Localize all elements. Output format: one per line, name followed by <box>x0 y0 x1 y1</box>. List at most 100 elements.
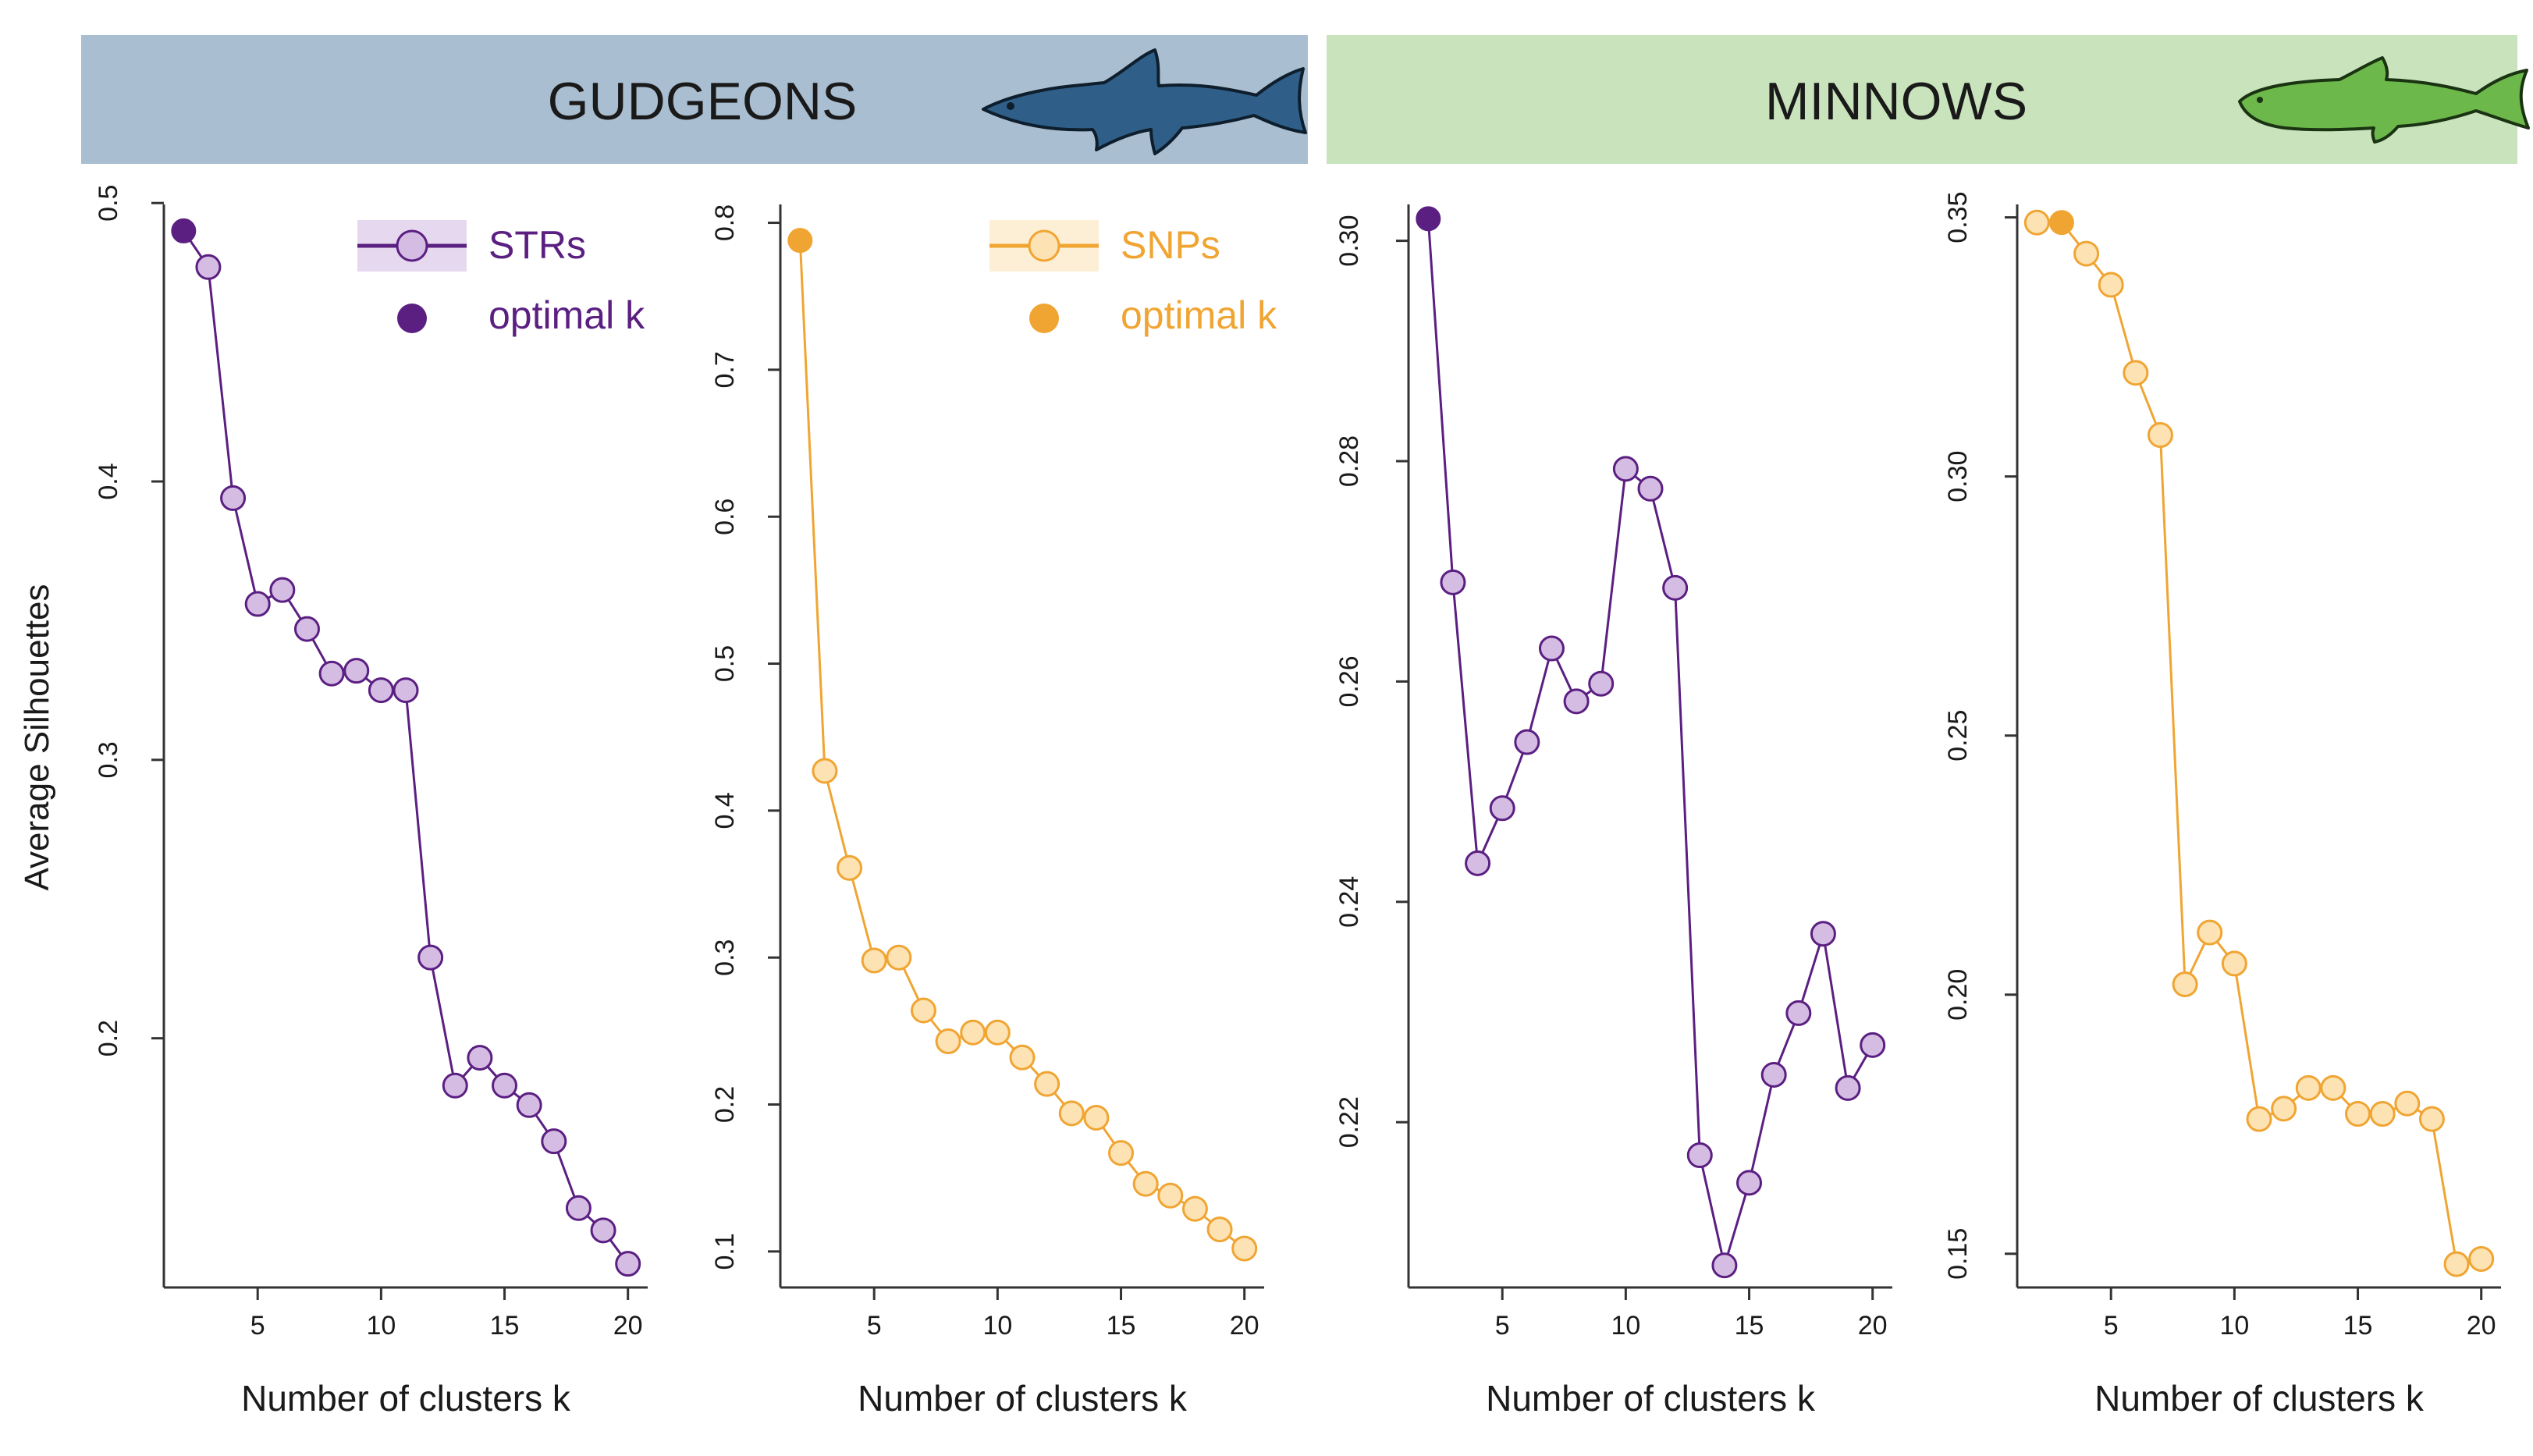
axes: 0.1 0.2 0.3 0.4 0.5 0.6 0.7 0.8 5 10 15 20 Number of… <box>710 204 1264 1419</box>
data-point <box>615 1251 641 1277</box>
x-axis-title: Number of clusters k <box>241 1378 571 1419</box>
panel-minnows-snps: 0.15 0.20 0.25 0.30 0.35 5 10 15 20 Number of clu… <box>1943 192 2501 1419</box>
header-minnows: MINNOWS <box>1327 35 2530 164</box>
legend-strs-label: STRs <box>488 223 586 267</box>
data-point <box>1465 850 1491 876</box>
x-tick-label: 5 <box>250 1311 265 1341</box>
data-point <box>2123 360 2149 386</box>
y-tick-label: 0.28 <box>1334 435 1364 487</box>
x-tick-label: 20 <box>2467 1311 2496 1341</box>
data-point <box>368 677 394 704</box>
series-line-strs <box>1426 218 1874 1270</box>
y-tick-label: 0.3 <box>94 741 123 778</box>
data-point <box>393 677 419 704</box>
data-point <box>492 1072 518 1099</box>
x-tick-label: 15 <box>1735 1311 1764 1341</box>
data-point <box>1860 1032 1886 1058</box>
x-tick-label: 10 <box>366 1311 396 1341</box>
legend-snps: SNPs optimal k <box>989 220 1277 337</box>
data-point <box>2147 422 2173 449</box>
y-tick-label: 0.5 <box>710 645 740 682</box>
data-point <box>1662 574 1689 601</box>
y-tick-label: 0.2 <box>710 1086 740 1123</box>
gudgeon-fish-eye <box>1007 102 1014 110</box>
data-point <box>2073 240 2100 267</box>
legend-snps-marker <box>1028 229 1060 262</box>
legend-snps-optimal-marker <box>1029 304 1059 333</box>
y-tick-label: 0.8 <box>710 204 740 241</box>
data-point <box>2295 1074 2322 1101</box>
axes: 0.2 0.3 0.4 0.5 5 10 15 20 Number of clusters k <box>94 185 648 1419</box>
data-point <box>1612 456 1639 482</box>
y-tick-label: 0.25 <box>1943 710 1973 762</box>
legend-snps-label: SNPs <box>1121 223 1220 267</box>
data-point <box>812 758 838 784</box>
gudgeon-fish-icon <box>982 48 1307 155</box>
data-point <box>417 944 444 971</box>
x-tick-label: 20 <box>1230 1311 1259 1341</box>
y-tick-label: 0.30 <box>1334 215 1364 267</box>
optimal-k-point <box>787 228 813 254</box>
data-point <box>886 944 912 971</box>
data-point <box>2271 1096 2297 1122</box>
y-tick-label: 0.22 <box>1334 1096 1364 1148</box>
data-point <box>2197 919 2223 946</box>
series-line-strs <box>183 230 629 1265</box>
data-point <box>293 616 320 642</box>
data-point <box>1686 1142 1713 1169</box>
optimal-k-point <box>1416 206 1441 232</box>
legend-strs: STRs optimal k <box>357 220 645 337</box>
data-point <box>467 1045 493 1071</box>
data-point <box>1206 1216 1233 1243</box>
y-tick-label: 0.26 <box>1334 655 1364 707</box>
minnow-fish-icon-body <box>2238 56 2530 144</box>
data-point <box>2246 1106 2272 1132</box>
data-point <box>1514 729 1540 755</box>
data-point <box>1810 921 1836 947</box>
optimal-k-point <box>2048 210 2074 236</box>
gudgeon-fish-icon-body <box>982 48 1307 155</box>
data-point <box>2468 1245 2495 1272</box>
header-gudgeons-label: GUDGEONS <box>548 72 858 131</box>
panel-minnows-strs: 0.22 0.24 0.26 0.28 0.30 5 10 15 20 Number of clu… <box>1334 204 1892 1419</box>
y-tick-label: 0.6 <box>710 499 740 535</box>
data-point <box>1157 1182 1184 1209</box>
data-point <box>861 947 887 974</box>
data-point <box>1711 1252 1738 1279</box>
x-tick-label: 15 <box>490 1311 520 1341</box>
data-point <box>1785 1000 1812 1026</box>
data-point <box>1231 1235 1258 1262</box>
legend-snps-optimal-label: optimal k <box>1121 293 1277 337</box>
x-tick-label: 20 <box>1858 1311 1888 1341</box>
legend-strs-marker <box>396 229 428 262</box>
y-tick-label: 0.5 <box>94 185 123 222</box>
data-point <box>590 1217 616 1244</box>
x-tick-label: 10 <box>982 1311 1012 1341</box>
x-tick-label: 10 <box>1611 1311 1640 1341</box>
header-gudgeons: GUDGEONS <box>81 35 1308 164</box>
data-point <box>2443 1251 2470 1277</box>
optimal-k-point <box>171 218 197 243</box>
y-tick-label: 0.15 <box>1943 1228 1973 1280</box>
series-line-snps <box>798 240 1245 1250</box>
y-tick-label: 0.24 <box>1334 876 1364 928</box>
data-point <box>2345 1101 2371 1128</box>
data-point <box>318 660 345 687</box>
data-point <box>2320 1074 2346 1101</box>
axes: 0.15 0.20 0.25 0.30 0.35 5 10 15 20 Number of clu… <box>1943 192 2501 1419</box>
y-axis-title: Average Silhouettes <box>18 584 56 890</box>
legend-strs-optimal-label: optimal k <box>488 293 645 337</box>
data-point <box>910 997 936 1024</box>
x-tick-label: 15 <box>2343 1311 2373 1341</box>
data-point <box>1835 1074 1861 1101</box>
axes: 0.22 0.24 0.26 0.28 0.30 5 10 15 20 Number of clu… <box>1334 204 1892 1419</box>
y-tick-label: 0.4 <box>94 463 123 499</box>
y-tick-label: 0.35 <box>1943 192 1973 243</box>
data-point <box>1760 1061 1787 1088</box>
x-tick-label: 5 <box>867 1311 882 1341</box>
data-point <box>195 254 222 280</box>
x-axis-title: Number of clusters k <box>858 1378 1188 1419</box>
data-point <box>2369 1101 2396 1128</box>
y-tick-label: 0.4 <box>710 792 740 829</box>
x-tick-label: 5 <box>1495 1311 1510 1341</box>
